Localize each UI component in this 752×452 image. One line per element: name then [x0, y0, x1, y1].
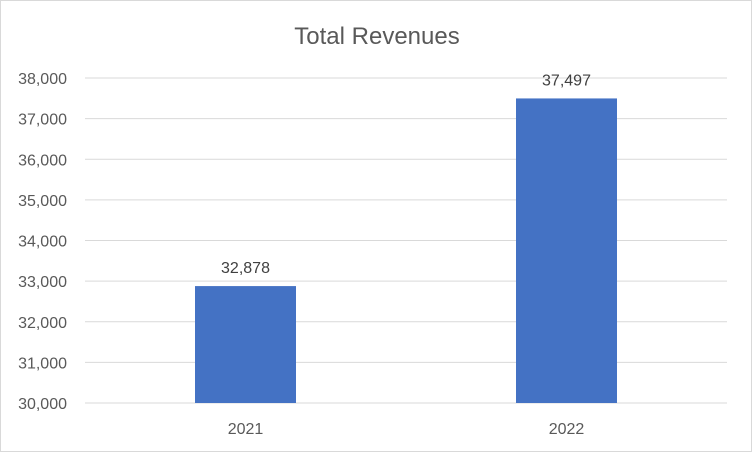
x-tick-label-2021: 2021: [228, 421, 264, 438]
bar-2022: [516, 98, 617, 403]
data-label-2021: 32,878: [221, 260, 270, 277]
y-tick-label: 35,000: [18, 193, 67, 210]
y-tick-label: 30,000: [18, 396, 67, 413]
y-tick-label: 32,000: [18, 315, 67, 332]
x-axis-ticks: 2021 2022: [228, 421, 585, 438]
x-tick-label-2022: 2022: [549, 421, 585, 438]
y-tick-label: 34,000: [18, 234, 67, 251]
y-tick-label: 37,000: [18, 112, 67, 129]
y-axis-ticks: 30,000 31,000 32,000 33,000 34,000 35,000 36,0…: [18, 71, 67, 413]
y-tick-label: 31,000: [18, 355, 67, 372]
y-tick-label: 36,000: [18, 152, 67, 169]
data-label-2022: 37,497: [542, 72, 591, 89]
gridlines: [85, 77, 727, 404]
y-tick-label: 33,000: [18, 274, 67, 291]
chart-title: Total Revenues: [294, 23, 459, 50]
bars: 32,878 37,497: [195, 72, 617, 403]
bar-2021: [195, 286, 296, 403]
y-tick-label: 38,000: [18, 71, 67, 88]
